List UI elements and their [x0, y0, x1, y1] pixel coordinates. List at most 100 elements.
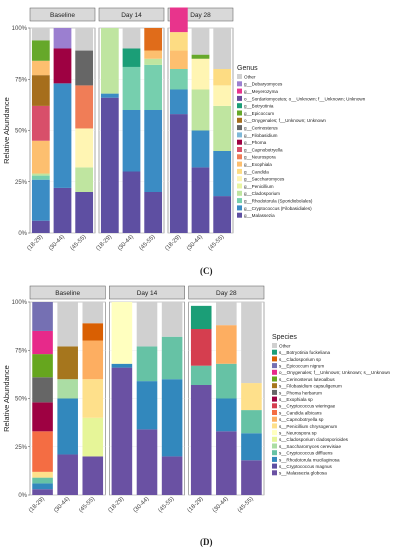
legend-key [237, 198, 242, 204]
bar-segment [144, 50, 163, 59]
facet-strip [29, 285, 106, 300]
facet-strip [109, 285, 185, 300]
legend-label: g__Phoma [244, 140, 267, 145]
x-tick-label: (45-55) [237, 496, 255, 514]
bar-segment [169, 7, 188, 33]
legend-key [237, 161, 242, 167]
x-tick-label: (18-29) [28, 496, 46, 514]
legend-key [237, 147, 242, 152]
bar-segment [136, 302, 158, 347]
legend-label: s__Exophiala sp [279, 397, 313, 402]
legend-key [272, 436, 277, 442]
bar-segment [169, 69, 188, 90]
legend-key [237, 190, 242, 196]
legend-key [237, 212, 242, 218]
bar-segment [32, 302, 53, 331]
bar-segment [161, 379, 183, 457]
legend-key [272, 383, 277, 389]
legend-key [237, 132, 242, 138]
bar-segment [190, 329, 212, 366]
bar-segment [122, 28, 141, 49]
bar-segment [31, 75, 50, 106]
y-axis-title: Relative Abundance [2, 365, 11, 432]
legend-key [237, 117, 242, 123]
bar-segment [169, 89, 188, 115]
legend-key [237, 103, 242, 109]
bar-segment [169, 114, 188, 233]
bar-segment [216, 431, 237, 495]
bar-segment [241, 383, 262, 411]
panel-label-c: (C) [200, 266, 213, 276]
legend-key [272, 403, 277, 409]
legend-label: g__Debaryomyces [244, 82, 283, 87]
bar-segment [75, 85, 94, 129]
bar-segment [32, 431, 53, 472]
bar-segment [32, 330, 53, 355]
bar-segment [32, 354, 53, 378]
facet-strip [188, 285, 265, 300]
bar-segment [191, 54, 210, 59]
bar-segment [241, 410, 262, 434]
x-tick-label: (45-55) [78, 496, 96, 514]
bar-segment [161, 456, 183, 495]
legend-label: g__Candida [244, 169, 269, 174]
bar-segment [191, 167, 210, 233]
legend-key [272, 396, 277, 402]
legend-key [272, 423, 277, 429]
y-tick-label: 75% [15, 77, 28, 83]
bar-segment [136, 346, 158, 382]
bar-segment [31, 220, 50, 233]
legend-label: s__Malassezia globosa [279, 471, 327, 476]
legend-label: s__Rhodotorula mucilaginosa [279, 457, 340, 462]
x-tick-label: (18-29) [107, 496, 125, 514]
bar-segment [111, 363, 133, 368]
bar-segment [213, 85, 232, 106]
y-tick-label: 25% [15, 445, 28, 451]
bar-segment [190, 365, 212, 385]
bar-segment [213, 196, 232, 233]
bar-segment [32, 471, 53, 478]
legend-key [272, 430, 277, 436]
bar-segment [190, 305, 212, 330]
y-tick-label: 50% [15, 129, 28, 135]
bar-segment [31, 40, 50, 61]
legend-key [272, 363, 277, 369]
species-figure: Relative Abundance 0% 25% 50% 75% 100% Baselin… [0, 280, 415, 550]
bar-segment [32, 402, 53, 432]
bar-segment [57, 398, 78, 455]
legend-label: s__Cladosporium sp [279, 357, 321, 362]
legend-label: s__Cerinosterus luteoalbus [279, 377, 335, 382]
legend-key [237, 81, 242, 87]
bar-segment [31, 175, 50, 180]
bar-segment [216, 363, 237, 399]
y-tick-label: 0% [18, 493, 27, 499]
legend-key [237, 168, 242, 174]
bar-segment [213, 69, 232, 86]
legend-label: s__Filobasidium capsuligenum [279, 384, 342, 389]
legend-label: g__Botryotinia [244, 104, 274, 109]
legend-key [237, 176, 242, 182]
bar-segment [32, 483, 53, 490]
facet-strip [98, 7, 165, 22]
bar-segment [82, 323, 104, 341]
bar-segment [32, 377, 53, 403]
bar-segment [82, 302, 104, 324]
legend-label: g__Malassezia [244, 213, 275, 218]
legend-label: g__Neurospora [244, 155, 276, 160]
bar-segment [111, 367, 133, 495]
legend-key [237, 139, 242, 145]
legend-key [237, 95, 242, 101]
species-chart: Relative Abundance 0% 25% 50% 75% 100% Baselin… [2, 285, 391, 514]
legend-label: g__Epicoccum [244, 111, 274, 116]
legend-label: s__Cryptococcus magnus [279, 464, 333, 469]
legend-label: s__Cladosporium cladosporioides [279, 437, 349, 442]
y-tick-label: 25% [15, 180, 28, 186]
legend-label: g__Rhodotorula (Sporidiobolales) [244, 199, 313, 204]
legend-title: Species [272, 334, 297, 341]
legend-key [272, 463, 277, 469]
legend-key [272, 349, 277, 355]
x-tick-label: (30-44) [53, 496, 71, 514]
legend-label: s__Epicoccum nigrum [279, 364, 324, 369]
bar-segment [161, 336, 183, 380]
y-axis-title: Relative Abundance [2, 97, 11, 164]
